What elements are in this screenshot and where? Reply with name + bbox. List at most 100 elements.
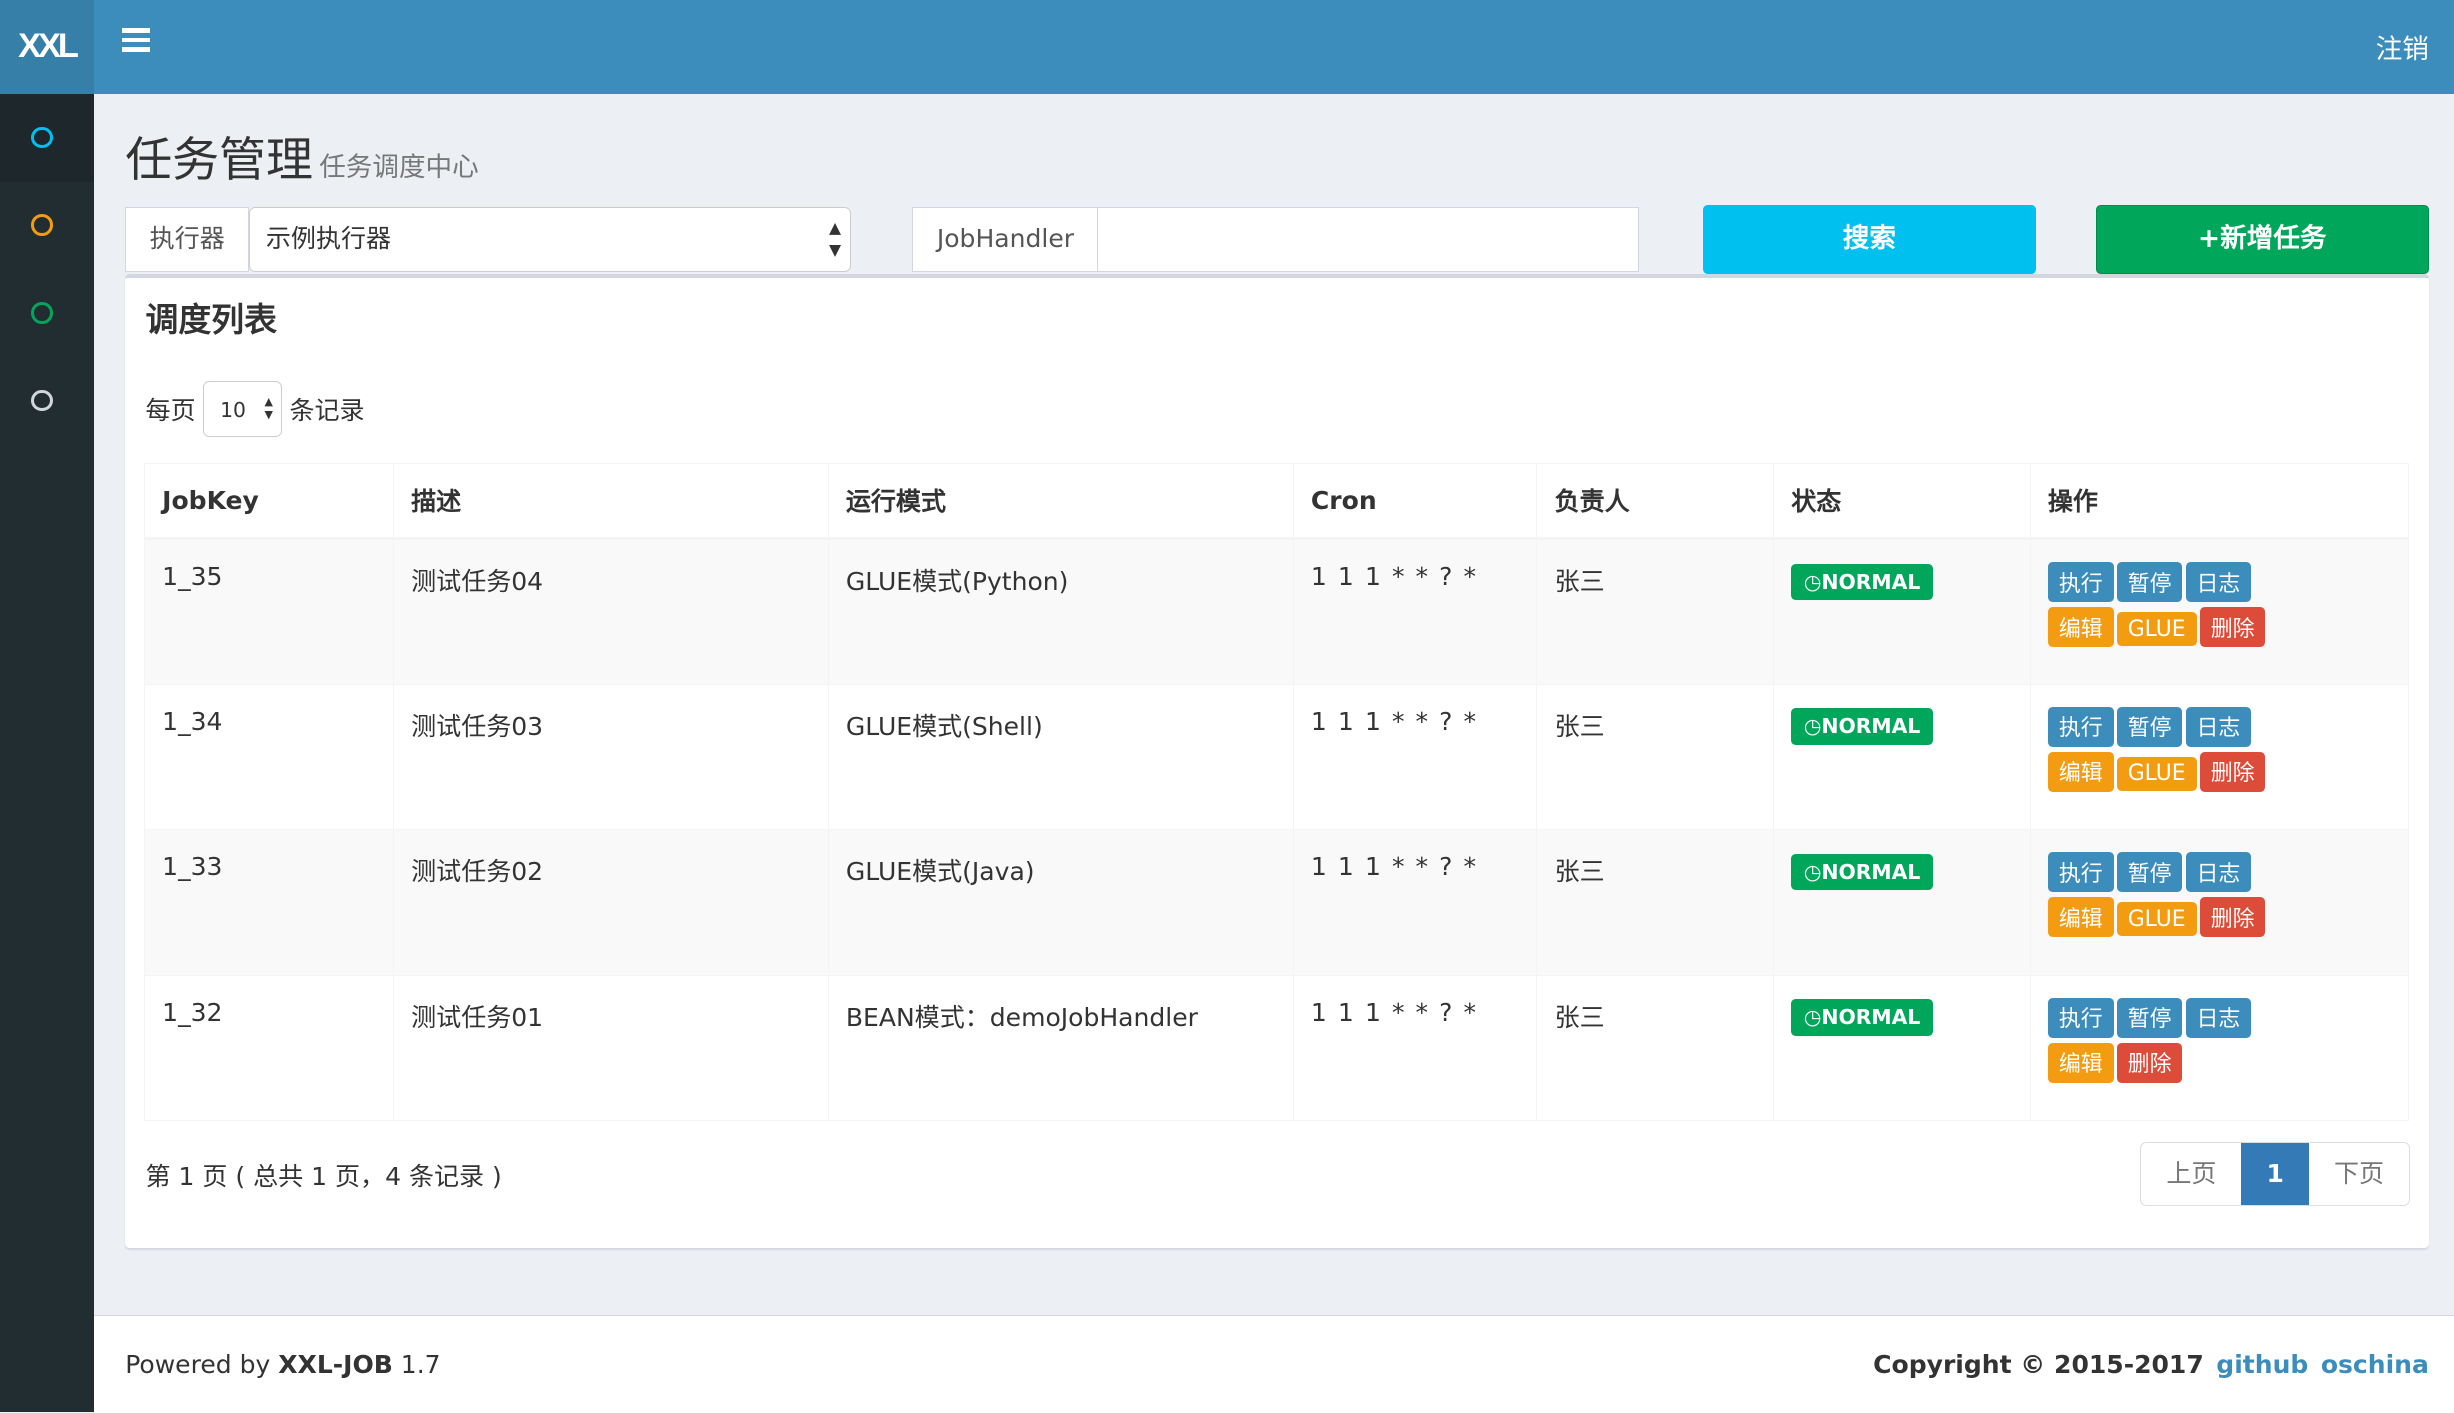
column-header[interactable]: 操作 [2029, 462, 2409, 541]
action-button[interactable]: 执行 [2047, 997, 2114, 1038]
column-header[interactable]: Cron [1292, 462, 1538, 541]
copyright-text: Copyright © 2015-2017 [1873, 1350, 2204, 1380]
action-button[interactable]: 日志 [2185, 561, 2252, 603]
jobhandler-input[interactable] [1098, 206, 1639, 273]
page-subtitle: 任务调度中心 [319, 152, 479, 184]
hamburger-menu-icon[interactable] [122, 28, 151, 56]
action-button[interactable]: 编辑 [2047, 1042, 2114, 1084]
status-text: NORMAL [1821, 859, 1921, 884]
action-button[interactable]: 日志 [2185, 706, 2252, 747]
cell-jobkey: 1_32 [143, 974, 394, 1122]
action-button[interactable]: GLUE [2116, 902, 2197, 937]
powered-prefix: Powered by [125, 1350, 279, 1380]
sidebar-item-1[interactable] [0, 93, 94, 182]
jobhandler-label: JobHandler [912, 206, 1099, 273]
status-badge: ◷NORMAL [1791, 853, 1933, 891]
oschina-link[interactable]: oschina [2320, 1350, 2429, 1380]
action-button[interactable]: 删除 [2199, 751, 2266, 792]
cell-mode: GLUE模式(Java) [827, 829, 1294, 976]
footer: Powered by XXL-JOB 1.7 Copyright © 2015-… [93, 1314, 2454, 1413]
action-button[interactable]: 执行 [2047, 561, 2114, 603]
jobhandler-filter: JobHandler [912, 206, 1639, 273]
status-badge: ◷NORMAL [1791, 999, 1933, 1036]
product-name: XXL-JOB [278, 1350, 393, 1380]
column-header[interactable]: 状态 [1772, 462, 2031, 541]
next-page-button[interactable]: 下页 [2333, 1158, 2385, 1188]
status-badge: ◷NORMAL [1791, 563, 1933, 601]
job-list-box: 调度列表 每页 10 ▲ ▼ 条记录 JobKey 描述 运行模式 Cron 负责人 状态 操作… [125, 273, 2429, 1249]
sidebar [0, 93, 94, 1412]
sidebar-item-3[interactable] [0, 269, 94, 357]
action-button[interactable]: 暂停 [2116, 706, 2183, 747]
cell-desc: 测试任务04 [392, 538, 829, 685]
cell-owner: 张三 [1536, 829, 1774, 976]
table-row: 1_32 测试任务01 BEAN模式：demoJobHandler 1 1 1 * *… [143, 974, 2409, 1122]
clock-icon: ◷ [1803, 859, 1822, 884]
logout-link[interactable]: 注销 [2375, 33, 2429, 65]
circle-icon [31, 302, 53, 324]
action-button[interactable]: 删除 [2199, 607, 2266, 648]
cell-cron: 1 1 1 * * ? * [1292, 829, 1538, 976]
page-length-value: 10 [220, 398, 246, 423]
action-button[interactable]: 暂停 [2116, 852, 2183, 893]
cell-status: ◷NORMAL [1772, 683, 2031, 831]
table-row: 1_33 测试任务02 GLUE模式(Java) 1 1 1 * * ? * 张三 ◷NO… [143, 829, 2409, 976]
action-button[interactable]: GLUE [2116, 612, 2197, 647]
powered-by: Powered by XXL-JOB 1.7 [125, 1350, 440, 1379]
page-length-select[interactable]: 10 ▲ ▼ [203, 381, 282, 438]
pagination-info: 第 1 页 ( 总共 1 页，4 条记录 ) [145, 1162, 502, 1192]
table-row: 1_34 测试任务03 GLUE模式(Shell) 1 1 1 * * ? * 张三 ◷N… [143, 683, 2409, 831]
cell-owner: 张三 [1536, 538, 1774, 685]
page-1-button[interactable]: 1 [2241, 1142, 2309, 1206]
cell-status: ◷NORMAL [1772, 974, 2031, 1122]
cell-desc: 测试任务01 [392, 974, 829, 1122]
sidebar-item-4[interactable] [0, 357, 94, 445]
cell-status: ◷NORMAL [1772, 829, 2031, 976]
column-header[interactable]: 描述 [392, 462, 829, 541]
cell-actions: 执行 暂停 日志编辑 GLUE 删除 [2029, 683, 2409, 831]
add-job-button[interactable]: +新增任务 [2095, 205, 2429, 274]
executor-select[interactable]: 示例执行器 ▲ ▼ [249, 206, 852, 273]
cell-mode: GLUE模式(Python) [827, 538, 1294, 685]
clock-icon: ◷ [1803, 714, 1822, 739]
cell-actions: 执行 暂停 日志编辑 GLUE 删除 [2029, 538, 2409, 685]
status-badge: ◷NORMAL [1791, 708, 1933, 745]
logo[interactable]: XXL [0, 0, 94, 94]
action-button[interactable]: 编辑 [2047, 897, 2114, 938]
page-title: 任务管理 任务调度中心 [125, 122, 479, 190]
cell-jobkey: 1_34 [143, 683, 394, 831]
column-header[interactable]: 运行模式 [827, 462, 1294, 541]
action-button[interactable]: 执行 [2047, 852, 2114, 893]
circle-icon [31, 214, 53, 237]
select-arrows-icon: ▲ ▼ [828, 217, 841, 259]
page-length: 每页 10 ▲ ▼ 条记录 [146, 381, 365, 438]
executor-filter: 执行器 示例执行器 ▲ ▼ [125, 206, 852, 273]
clock-icon: ◷ [1803, 1005, 1822, 1030]
search-button[interactable]: 搜索 [1702, 205, 2037, 274]
column-header[interactable]: JobKey [143, 462, 394, 541]
action-button[interactable]: 删除 [2116, 1042, 2183, 1084]
action-button[interactable]: GLUE [2116, 756, 2197, 791]
table-header-row: JobKey 描述 运行模式 Cron 负责人 状态 操作 [143, 462, 2409, 541]
action-button[interactable]: 暂停 [2116, 561, 2183, 603]
action-button[interactable]: 日志 [2185, 997, 2252, 1038]
action-button[interactable]: 日志 [2185, 852, 2252, 893]
action-button[interactable]: 删除 [2199, 897, 2266, 938]
sidebar-item-2[interactable] [0, 182, 94, 270]
circle-icon [31, 126, 53, 149]
cell-owner: 张三 [1536, 974, 1774, 1122]
copyright: Copyright © 2015-2017 github oschina [1873, 1350, 2429, 1379]
clock-icon: ◷ [1803, 569, 1822, 594]
action-button[interactable]: 执行 [2047, 706, 2114, 747]
cell-desc: 测试任务03 [392, 683, 829, 831]
action-button[interactable]: 暂停 [2116, 997, 2183, 1038]
prev-page-button[interactable]: 上页 [2166, 1158, 2217, 1188]
action-button[interactable]: 编辑 [2047, 751, 2114, 792]
cell-mode: GLUE模式(Shell) [827, 683, 1294, 831]
github-link[interactable]: github [2216, 1350, 2309, 1380]
table-row: 1_35 测试任务04 GLUE模式(Python) 1 1 1 * * ? * 张三 ◷… [143, 538, 2409, 685]
cell-cron: 1 1 1 * * ? * [1292, 538, 1538, 685]
action-button[interactable]: 编辑 [2047, 607, 2114, 648]
cell-mode: BEAN模式：demoJobHandler [827, 974, 1294, 1122]
column-header[interactable]: 负责人 [1536, 462, 1774, 541]
